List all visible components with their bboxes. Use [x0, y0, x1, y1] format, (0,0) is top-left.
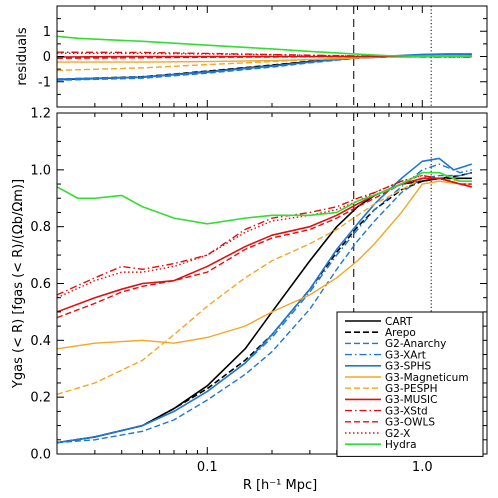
main-series-g3_xstd: [57, 174, 472, 296]
main-ytick-label: 0.4: [30, 334, 51, 349]
legend-label-g3_sphs: G3-SPHS: [385, 361, 431, 373]
main-ytick-label: 1.0: [30, 163, 51, 178]
legend-label-g2_x: G2-X: [385, 428, 410, 440]
residuals-panel: -1 0 1 residuals: [15, 5, 488, 108]
residuals-series-hydra: [57, 35, 472, 58]
main-series-group: [57, 157, 473, 444]
main-y-ticks: [57, 112, 487, 455]
main-series-g3_sphs: [57, 157, 473, 444]
main-series-g3_owls: [57, 177, 472, 319]
main-series-hydra: [57, 171, 472, 225]
main-ytick-label: 0.8: [30, 220, 51, 235]
main-series-g3_magneticum: [57, 180, 472, 350]
residuals-y-axis-title: residuals: [15, 27, 30, 86]
residuals-series-g3_sphs: [57, 53, 472, 81]
main-ytick-label: 0.6: [30, 277, 51, 292]
residuals-series-g3_pesph: [57, 55, 472, 72]
main-y-axis-title: Υgas (< R) [fgas (< R)/(Ωb/Ωm)]: [11, 179, 26, 389]
residuals-ytick-label: 0: [43, 50, 51, 65]
legend-label-g3_xstd: G3-XStd: [385, 405, 428, 417]
legend-label-g3_xart: G3-XArt: [385, 349, 426, 361]
residuals-y-ticks: [57, 5, 487, 108]
legend-label-g3_magneticum: G3-Magneticum: [385, 372, 469, 384]
main-ytick-label: 0.2: [30, 391, 51, 406]
main-panel: 0.0 0.2 0.4 0.6 0.8 1.0 1.2 0.1 1.0 Υgas (< R) [f…: [11, 107, 488, 493]
legend-label-g3_pesph: G3-PESPH: [385, 383, 437, 395]
residuals-series-group: [57, 35, 472, 81]
residuals-x-ticks: [56, 6, 488, 107]
legend-label-g3_owls: G3-OWLS: [385, 417, 435, 429]
residuals-series-g3_owls: [57, 55, 472, 59]
main-xtick-label: 0.1: [197, 460, 218, 475]
legend-label-arepo: Arepo: [385, 327, 416, 339]
main-ytick-label: 1.2: [30, 107, 51, 122]
legend-label-g2_anarchy: G2-Anarchy: [385, 338, 446, 350]
residuals-ytick-label: -1: [38, 75, 51, 90]
legend: CARTArepoG2-AnarchyG3-XArtG3-SPHSG3-Magn…: [336, 311, 484, 457]
main-xtick-label: 1.0: [412, 460, 433, 475]
legend-label-cart: CART: [385, 316, 413, 328]
legend-label-hydra: Hydra: [385, 439, 417, 451]
legend-label-g3_music: G3-MUSIC: [385, 394, 437, 406]
main-x-axis-title: R [h⁻¹ Mpc]: [243, 478, 317, 493]
main-ytick-label: 0.0: [30, 448, 51, 463]
residuals-ytick-label: 1: [43, 25, 51, 40]
